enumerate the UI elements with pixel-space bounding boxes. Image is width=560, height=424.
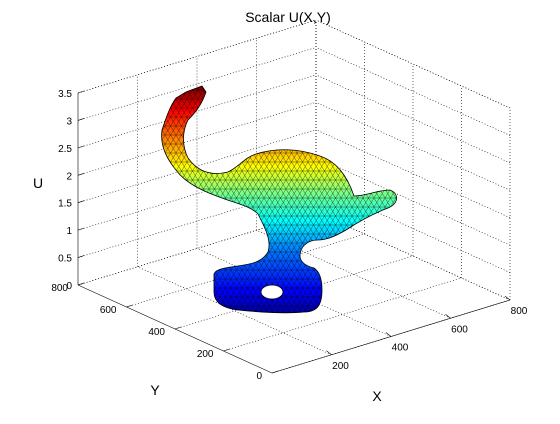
grid-line bbox=[77, 47, 317, 121]
z-tick-label: 1 bbox=[66, 226, 72, 237]
chart-title: Scalar U(X,Y) bbox=[245, 9, 331, 25]
y-axis-label: Y bbox=[150, 382, 160, 398]
axis-frame bbox=[77, 90, 511, 374]
z-axis-label: U bbox=[33, 175, 43, 191]
y-tick-label: 200 bbox=[197, 349, 214, 360]
z-tick-label: 2 bbox=[66, 171, 72, 182]
x-tick-label: 800 bbox=[511, 306, 528, 317]
surface-mesh bbox=[161, 85, 397, 314]
grid-line bbox=[315, 47, 511, 136]
y-tick bbox=[223, 348, 230, 352]
y-tick-label: 600 bbox=[100, 305, 117, 316]
z-tick bbox=[77, 200, 85, 203]
y-tick bbox=[174, 326, 182, 330]
z-tick bbox=[77, 118, 85, 121]
x-tick bbox=[326, 350, 332, 355]
grid-line bbox=[315, 102, 511, 191]
y-tick bbox=[126, 304, 133, 308]
grid-line bbox=[196, 248, 392, 337]
z-tick bbox=[77, 255, 85, 258]
grid-line bbox=[315, 19, 511, 109]
x-tick bbox=[504, 295, 511, 301]
z-tick bbox=[77, 90, 85, 94]
grid-line bbox=[77, 101, 317, 176]
x-tick-label: 600 bbox=[451, 324, 468, 335]
z-tick-label: 0 bbox=[66, 281, 72, 292]
y-tick bbox=[77, 282, 85, 286]
x-tick-label: 200 bbox=[332, 361, 349, 372]
grid-line bbox=[137, 266, 332, 356]
x-axis-label: X bbox=[372, 388, 382, 404]
z-tick bbox=[77, 173, 85, 176]
x-tick bbox=[385, 332, 392, 337]
z-tick-label: 3 bbox=[66, 116, 72, 127]
z-tick bbox=[77, 145, 85, 149]
grid-line bbox=[174, 255, 414, 330]
y-tick-label: 0 bbox=[256, 371, 262, 382]
z-tick-label: 1.5 bbox=[58, 199, 72, 210]
grid-line bbox=[223, 277, 462, 352]
grid-line bbox=[77, 19, 317, 94]
y-tick bbox=[271, 370, 279, 374]
z-tick bbox=[77, 227, 85, 231]
grid-line bbox=[315, 156, 511, 246]
y-tick-label: 400 bbox=[148, 327, 165, 338]
z-tick-label: 0.5 bbox=[58, 254, 72, 265]
grid-line bbox=[315, 74, 511, 164]
x-tick-label: 400 bbox=[392, 343, 409, 354]
y-tick-label: 800 bbox=[51, 283, 68, 294]
z-tick-label: 2.5 bbox=[58, 144, 72, 155]
grid-line bbox=[77, 129, 317, 204]
grid-line bbox=[315, 129, 511, 218]
tick-labels: 00.511.522.533.5200400600800020040060080… bbox=[51, 89, 527, 382]
x-tick bbox=[445, 314, 451, 319]
surface-triangle-mesh bbox=[161, 85, 397, 314]
z-tick-label: 3.5 bbox=[58, 89, 72, 100]
grid-line bbox=[77, 74, 317, 149]
grid-line bbox=[126, 233, 365, 308]
surface-hole bbox=[260, 284, 284, 300]
